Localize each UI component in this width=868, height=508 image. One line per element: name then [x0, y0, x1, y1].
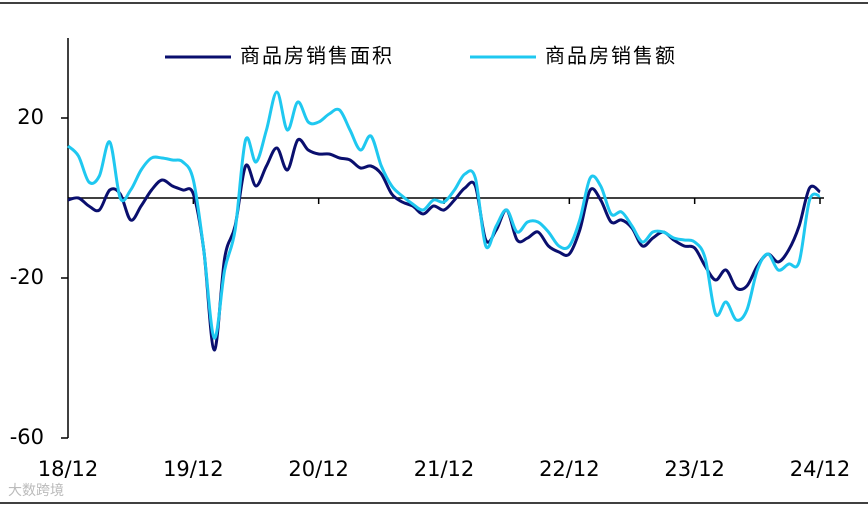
- x-tick-label: 20/12: [288, 457, 349, 481]
- x-tick-label: 24/12: [790, 457, 851, 481]
- x-tick-label: 19/12: [163, 457, 224, 481]
- series-line: [67, 137, 821, 352]
- y-tick-label: -20: [10, 265, 44, 289]
- x-tick-label: 18/12: [38, 457, 99, 481]
- y-tick-label: -60: [10, 425, 44, 449]
- x-tick-label: 23/12: [664, 457, 725, 481]
- x-tick-label: 22/12: [539, 457, 600, 481]
- y-tick-label: 20: [17, 105, 44, 129]
- series-line: [66, 90, 821, 340]
- legend-label: 商品房销售额: [545, 44, 677, 68]
- x-tick-label: 21/12: [414, 457, 475, 481]
- watermark: 大数跨境: [8, 483, 64, 499]
- legend-label: 商品房销售面积: [240, 44, 394, 68]
